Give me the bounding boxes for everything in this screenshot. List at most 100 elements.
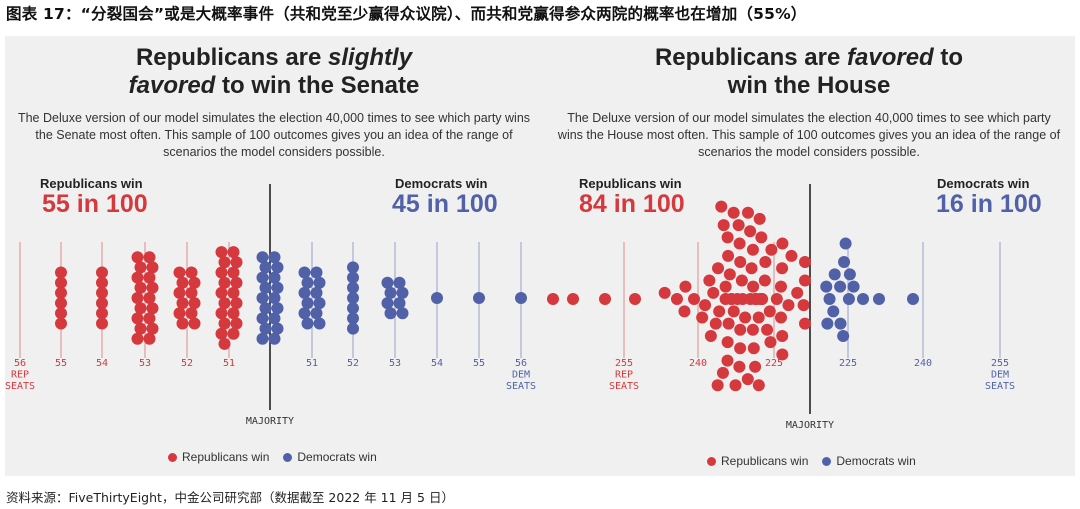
rep-outcome-dot (215, 286, 228, 299)
dem-outcome-dot (907, 293, 919, 305)
rep-outcome-dot (173, 266, 186, 279)
senate-legend: Republicans win Democrats win (168, 450, 377, 464)
rep-outcome-dot (761, 323, 774, 336)
senate-description: The Deluxe version of our model simulate… (17, 111, 531, 159)
rep-outcome-dot (721, 354, 734, 367)
legend-dem-dot (283, 452, 293, 462)
rep-outcome-dot (747, 342, 760, 355)
rep-outcome-dot (670, 293, 683, 305)
rep-outcome-dot (218, 337, 231, 350)
rep-outcome-dot (215, 246, 228, 259)
rep-outcome-dot (679, 280, 692, 293)
rep-outcome-dot (567, 293, 579, 305)
dem-tick-label: 255 (991, 358, 1009, 369)
rep-tick-label: SEATS (5, 381, 35, 392)
rep-outcome-dot (131, 332, 144, 345)
senate-headline: Republicans are slightly favored to win … (5, 44, 543, 100)
dem-outcome-dot (347, 271, 359, 284)
dem-outcome-dot (256, 292, 269, 304)
dem-outcome-dot (268, 251, 281, 264)
rep-outcome-dot (755, 231, 768, 244)
rep-outcome-dot (797, 299, 810, 312)
rep-outcome-dot (188, 276, 201, 289)
dem-outcome-dot (313, 297, 326, 310)
rep-outcome-dot (218, 297, 231, 310)
rep-outcome-dot (727, 206, 740, 219)
rep-outcome-dot (791, 286, 804, 299)
dem-outcome-dot (843, 268, 856, 281)
senate-legend-dem: Democrats win (297, 450, 377, 464)
dem-tick-label: SEATS (985, 381, 1015, 392)
dem-outcome-dot (259, 261, 272, 274)
rep-outcome-dot (764, 336, 777, 349)
rep-outcome-dot (721, 336, 734, 349)
rep-outcome-dot (131, 292, 144, 304)
dem-outcome-dot (259, 322, 272, 335)
dem-tick-label: 56 (515, 358, 527, 369)
rep-outcome-dot (722, 249, 735, 262)
rep-outcome-dot (188, 297, 201, 310)
rep-outcome-dot (218, 276, 231, 289)
rep-outcome-dot (227, 246, 240, 259)
rep-outcome-dot (143, 292, 156, 304)
rep-outcome-dot (629, 293, 641, 305)
rep-outcome-dot (658, 286, 671, 299)
rep-outcome-dot (230, 256, 243, 269)
rep-outcome-dot (752, 379, 765, 392)
dem-outcome-dot (298, 286, 311, 299)
rep-outcome-dot (227, 286, 240, 299)
rep-outcome-dot (704, 329, 717, 342)
rep-outcome-dot (733, 237, 746, 250)
rep-outcome-dot (55, 297, 67, 310)
rep-outcome-dot (744, 225, 757, 238)
rep-outcome-dot (735, 274, 748, 287)
dem-outcome-dot (310, 266, 323, 279)
rep-outcome-dot (134, 322, 147, 335)
dem-outcome-dot (834, 317, 847, 330)
house-rep-label: Republicans win (579, 176, 682, 191)
rep-tick-label: 52 (181, 358, 193, 369)
dem-tick-label: 53 (389, 358, 401, 369)
dem-outcome-dot (347, 292, 359, 304)
house-headline-line2: win the House (727, 72, 891, 99)
dem-tick-label: 55 (473, 358, 485, 369)
rep-outcome-dot (188, 317, 201, 330)
senate-dem-count: 45 in 100 (392, 190, 498, 218)
rep-outcome-dot (722, 317, 735, 330)
dem-tick-label: DEM (512, 370, 530, 381)
dem-tick-label: DEM (991, 370, 1009, 381)
dem-outcome-dot (256, 251, 269, 264)
rep-outcome-dot (96, 317, 108, 330)
rep-tick-label: SEATS (609, 381, 639, 392)
house-legend: Republicans win Democrats win (707, 454, 916, 468)
rep-outcome-dot (143, 251, 156, 264)
rep-outcome-dot (134, 281, 147, 294)
rep-outcome-dot (734, 323, 747, 336)
rep-outcome-dot (732, 219, 745, 232)
rep-outcome-dot (758, 274, 771, 287)
dem-outcome-dot (821, 317, 834, 330)
dem-outcome-dot (396, 307, 409, 320)
house-rep-count: 84 in 100 (579, 190, 685, 218)
dem-outcome-dot (347, 281, 359, 294)
dem-outcome-dot (431, 292, 443, 304)
rep-outcome-dot (143, 332, 156, 345)
rep-outcome-dot (55, 286, 67, 299)
dem-outcome-dot (820, 280, 833, 293)
dem-outcome-dot (301, 276, 314, 289)
dem-outcome-dot (271, 281, 284, 294)
rep-outcome-dot (230, 317, 243, 330)
rep-outcome-dot (55, 317, 67, 330)
rep-outcome-dot (131, 251, 144, 264)
dem-outcome-dot (393, 276, 406, 289)
rep-outcome-dot (717, 219, 730, 232)
house-legend-rep: Republicans win (721, 454, 809, 468)
rep-outcome-dot (215, 266, 228, 279)
rep-outcome-dot (134, 261, 147, 274)
dem-outcome-dot (347, 322, 359, 335)
rep-outcome-dot (173, 307, 186, 320)
rep-tick-label: 255 (615, 358, 633, 369)
majority-label: MAJORITY (246, 416, 294, 427)
rep-outcome-dot (599, 293, 611, 305)
